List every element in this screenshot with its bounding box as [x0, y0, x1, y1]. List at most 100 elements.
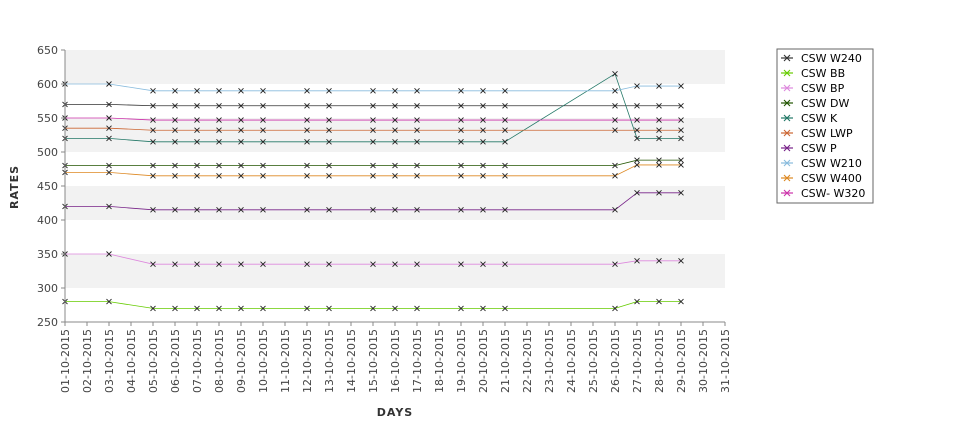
grid-band [65, 152, 725, 186]
data-point [106, 81, 112, 87]
data-point [172, 261, 178, 268]
data-point [612, 162, 618, 169]
data-point [304, 162, 310, 169]
data-point [392, 305, 398, 312]
legend-label: CSW P [801, 142, 837, 155]
legend-label: CSW DW [801, 97, 850, 110]
data-point [480, 87, 486, 94]
data-point [194, 138, 200, 145]
legend-label: CSW K [801, 112, 838, 125]
data-point [634, 117, 640, 123]
data-point [106, 169, 112, 176]
legend-item: CSW BB [781, 67, 845, 80]
data-point [612, 206, 618, 213]
x-tick-label: 05-10-2015 [147, 329, 160, 393]
data-point [106, 298, 112, 305]
data-point [304, 87, 310, 94]
data-point [458, 102, 464, 109]
x-tick-label: 23-10-2015 [543, 329, 556, 393]
data-point [678, 162, 684, 168]
x-tick-label: 12-10-2015 [301, 329, 314, 393]
data-point [414, 162, 420, 169]
data-point [238, 138, 244, 145]
data-point [392, 87, 398, 94]
data-point [480, 162, 486, 169]
legend-swatch-marker [783, 159, 791, 167]
x-tick-label: 28-10-2015 [653, 329, 666, 393]
grid-band [65, 118, 725, 152]
data-point [370, 127, 376, 134]
data-point [150, 162, 156, 169]
data-point [656, 117, 662, 123]
legend-label: CSW LWP [801, 127, 853, 140]
data-point [326, 206, 332, 213]
x-tick-label: 18-10-2015 [433, 329, 446, 393]
data-point [502, 127, 508, 134]
data-point [656, 83, 662, 89]
data-point [194, 127, 200, 134]
data-point [150, 206, 156, 213]
data-point [194, 305, 200, 312]
legend-swatch-marker [783, 54, 791, 62]
data-point [260, 305, 266, 312]
x-axis-title: DAYS [377, 406, 413, 419]
data-point [458, 127, 464, 134]
data-point [172, 117, 178, 123]
data-point [678, 298, 684, 305]
data-point [172, 206, 178, 213]
data-point [656, 157, 662, 163]
legend-label: CSW BP [801, 82, 845, 95]
data-point [392, 261, 398, 268]
x-tick-label: 15-10-2015 [367, 329, 380, 393]
series-line-1 [65, 301, 681, 309]
data-point [304, 261, 310, 268]
data-point [106, 125, 112, 132]
legend-box [776, 48, 874, 204]
data-point [480, 261, 486, 268]
data-point [216, 117, 222, 123]
grid-band [65, 220, 725, 254]
series-lines [65, 73, 681, 309]
data-point [260, 261, 266, 268]
data-point [304, 206, 310, 213]
data-point [216, 127, 222, 134]
data-point [172, 305, 178, 312]
data-point [634, 157, 640, 163]
data-point [678, 157, 684, 163]
legend-item: CSW K [781, 112, 838, 125]
data-point [502, 206, 508, 213]
y-tick-label: 250 [37, 316, 58, 329]
legend-label: CSW- W320 [801, 187, 865, 200]
data-point [326, 138, 332, 145]
x-tick-label: 10-10-2015 [257, 329, 270, 393]
data-point [150, 138, 156, 145]
series-line-8 [65, 164, 681, 177]
data-point [414, 305, 420, 312]
data-point [304, 172, 310, 179]
data-point [260, 206, 266, 213]
data-point [216, 138, 222, 145]
x-tick-label: 26-10-2015 [609, 329, 622, 393]
legend-swatch-marker [783, 189, 791, 197]
data-point [216, 261, 222, 268]
data-point [238, 305, 244, 312]
data-point [480, 117, 486, 123]
x-tick-label: 27-10-2015 [631, 329, 644, 393]
data-point [612, 87, 618, 94]
data-point [480, 102, 486, 109]
data-point [260, 138, 266, 145]
x-tick-label: 09-10-2015 [235, 329, 248, 393]
data-point [414, 206, 420, 213]
legend-label: CSW W400 [801, 172, 862, 185]
x-tick-label: 16-10-2015 [389, 329, 402, 393]
data-point [106, 101, 112, 108]
data-point [414, 172, 420, 179]
legend-label: CSW W240 [801, 52, 862, 65]
data-point [238, 102, 244, 109]
data-point [260, 162, 266, 169]
data-point [634, 102, 640, 109]
data-point [216, 162, 222, 169]
data-point [194, 117, 200, 123]
data-point [150, 127, 156, 134]
series-line-2 [65, 253, 681, 265]
